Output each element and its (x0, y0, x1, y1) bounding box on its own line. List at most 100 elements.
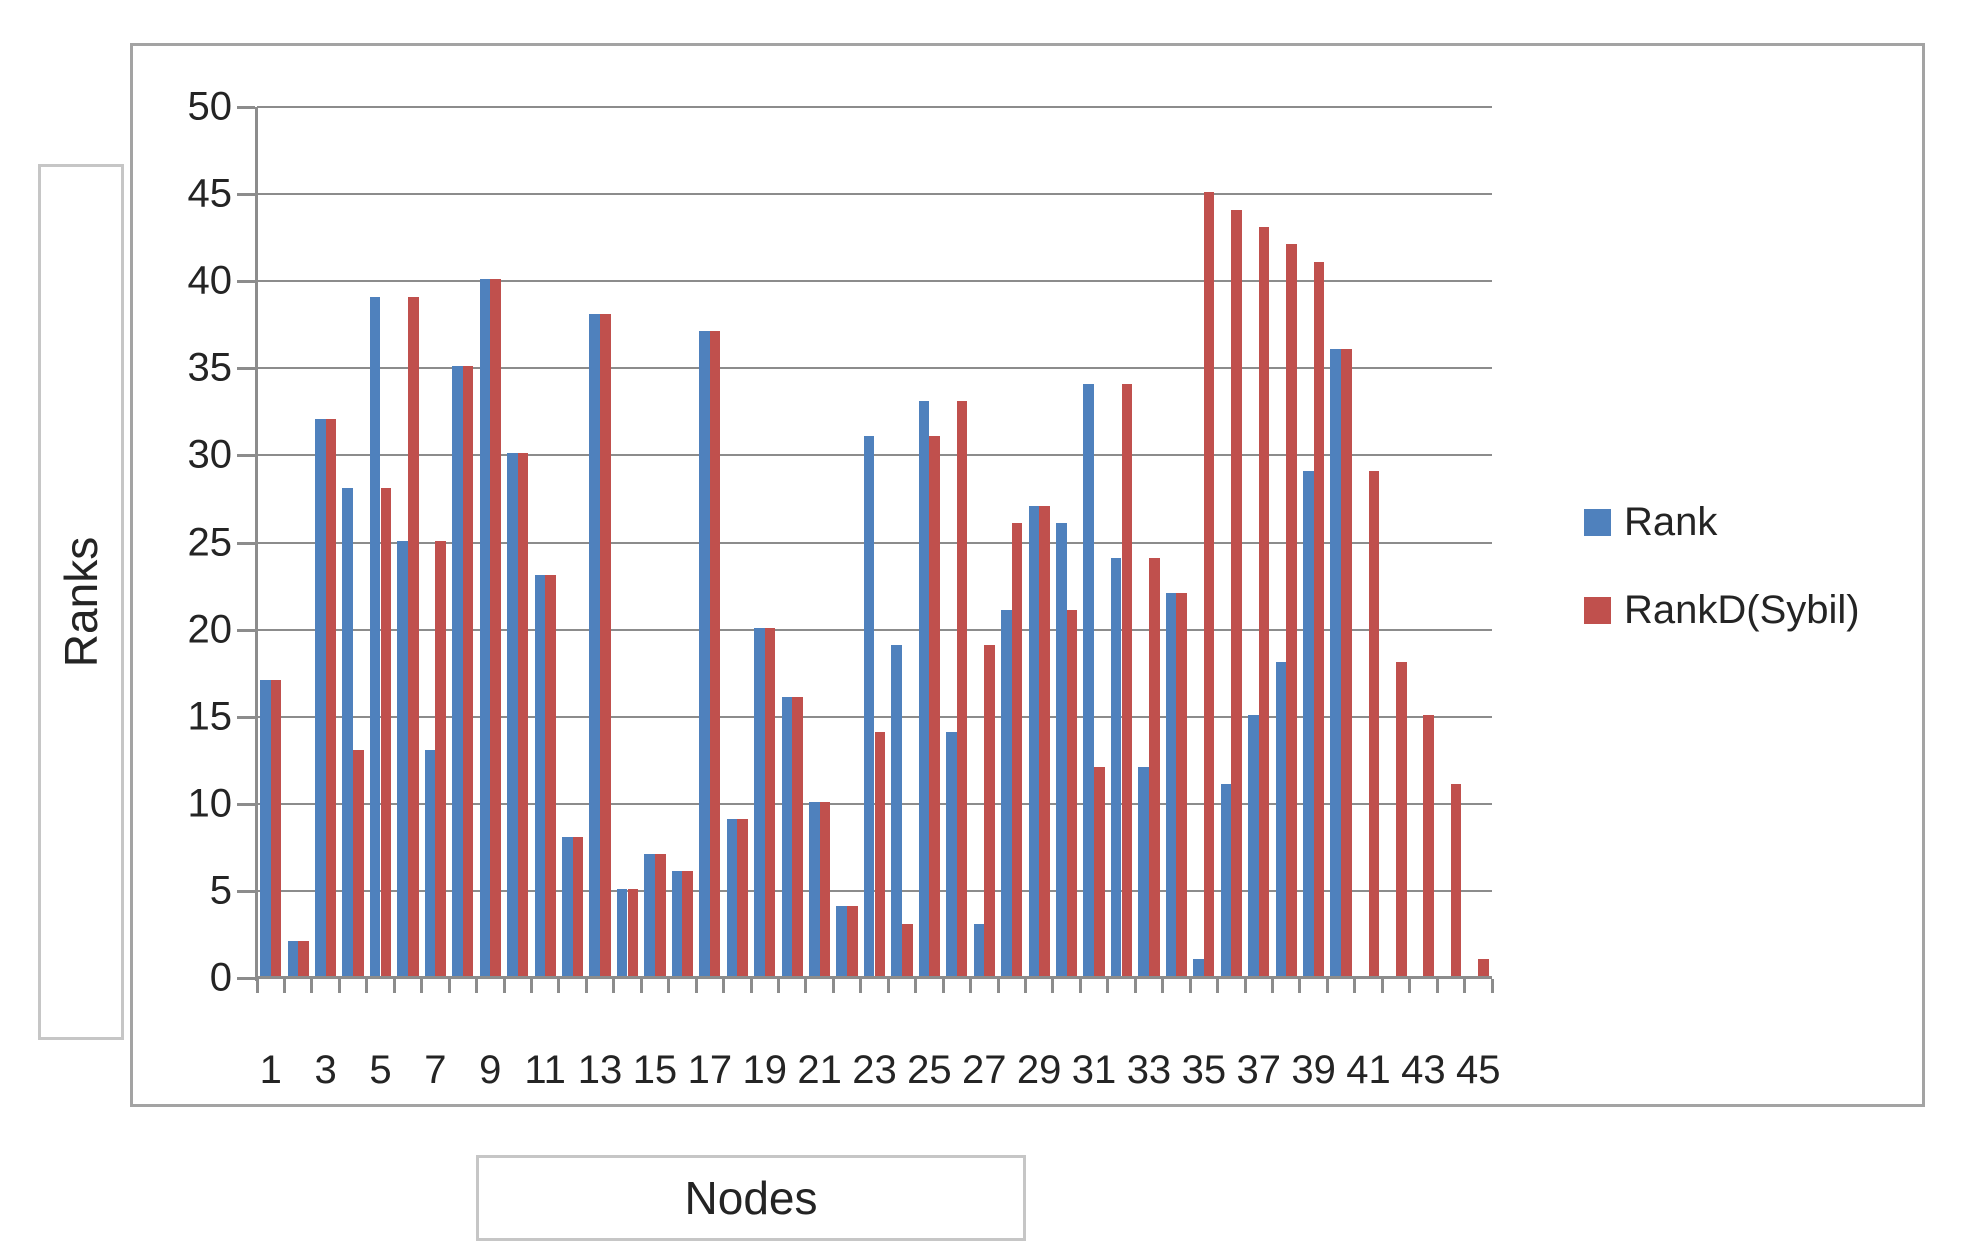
bar-rank-node-17 (699, 331, 710, 976)
bar-rankd-sybil--node-43 (1423, 714, 1434, 976)
bar-rankd-sybil--node-29 (1039, 505, 1050, 976)
x-tick-label-19: 19 (742, 1048, 787, 1092)
bar-rankd-sybil--node-30 (1066, 610, 1078, 976)
bar-rankd-sybil--node-26 (956, 401, 968, 976)
bar-rankd-sybil--node-25 (929, 435, 940, 976)
y-tick-35 (237, 367, 255, 371)
bar-rankd-sybil--node-12 (572, 836, 584, 976)
y-tick-label-50: 50 (187, 84, 233, 129)
x-tick-6 (420, 979, 424, 993)
x-tick-label-9: 9 (479, 1048, 502, 1092)
bar-rank-node-33 (1138, 766, 1149, 976)
bar-rank-node-1 (260, 679, 271, 976)
y-tick-label-5: 5 (209, 868, 232, 913)
x-tick-36 (1243, 979, 1247, 993)
x-tick-label-27: 27 (962, 1048, 1007, 1092)
x-tick-43 (1435, 979, 1439, 993)
y-tick-15 (237, 715, 255, 719)
y-tick-45 (237, 193, 255, 197)
bar-rank-node-29 (1028, 505, 1040, 976)
bar-rankd-sybil--node-9 (490, 279, 501, 976)
gridline-y-25 (257, 541, 1492, 544)
x-tick-28 (1023, 979, 1027, 993)
bar-rank-node-19 (754, 627, 765, 976)
bar-rankd-sybil--node-7 (435, 540, 446, 976)
y-tick-50 (237, 106, 255, 109)
y-axis-title-box: Ranks (38, 164, 124, 1040)
x-tick-label-5: 5 (369, 1048, 392, 1092)
x-tick-label-37: 37 (1236, 1048, 1281, 1092)
x-tick-label-21: 21 (797, 1048, 842, 1092)
bar-rankd-sybil--node-16 (682, 871, 693, 976)
x-tick-30 (1078, 979, 1082, 993)
bar-rankd-sybil--node-39 (1313, 261, 1325, 976)
bar-rank-node-8 (452, 366, 463, 976)
y-tick-label-10: 10 (187, 781, 233, 826)
x-tick-label-39: 39 (1291, 1048, 1336, 1092)
x-tick-label-25: 25 (907, 1048, 952, 1092)
bar-rankd-sybil--node-17 (709, 331, 721, 976)
bar-rank-node-16 (671, 871, 683, 976)
bar-rank-node-14 (616, 888, 628, 976)
x-tick-33 (1161, 979, 1165, 993)
bar-rank-node-25 (918, 401, 930, 976)
y-tick-25 (237, 541, 255, 545)
x-axis-title-box: Nodes (476, 1155, 1026, 1241)
bar-rank-node-2 (287, 941, 299, 976)
legend-swatch-icon (1584, 508, 1611, 536)
x-tick-2 (310, 979, 314, 993)
bar-rank-node-35 (1193, 958, 1204, 976)
bar-rankd-sybil--node-10 (517, 453, 529, 976)
bar-rankd-sybil--node-20 (792, 697, 803, 976)
x-tick-17 (722, 979, 726, 993)
bar-rankd-sybil--node-6 (407, 296, 419, 976)
bar-rankd-sybil--node-1 (270, 679, 282, 976)
x-tick-22 (859, 979, 863, 993)
y-tick-5 (237, 889, 255, 893)
x-tick-27 (996, 979, 1000, 993)
gridline-y-20 (257, 628, 1492, 631)
x-tick-4 (365, 979, 369, 993)
x-tick-9 (502, 979, 506, 993)
bar-rank-node-22 (836, 906, 848, 976)
bar-rank-node-3 (315, 418, 326, 976)
bar-rank-node-32 (1110, 557, 1122, 976)
y-tick-label-15: 15 (187, 694, 233, 739)
x-tick-12 (584, 979, 588, 993)
x-tick-label-11: 11 (524, 1048, 566, 1092)
bar-rank-node-38 (1275, 662, 1287, 976)
legend-item-rank: Rank (1584, 500, 1860, 544)
bar-rankd-sybil--node-2 (298, 941, 309, 976)
bar-rankd-sybil--node-38 (1286, 244, 1297, 976)
y-tick-30 (237, 454, 255, 458)
bar-rank-node-15 (644, 854, 655, 976)
bar-rankd-sybil--node-23 (874, 732, 886, 976)
x-tick-23 (886, 979, 890, 993)
bar-rankd-sybil--node-32 (1121, 383, 1133, 976)
y-tick-label-30: 30 (187, 432, 233, 477)
x-tick-25 (941, 979, 945, 993)
x-tick-0 (255, 979, 259, 993)
x-tick-39 (1325, 979, 1329, 993)
x-tick-41 (1380, 979, 1384, 993)
gridline-y-15 (257, 715, 1492, 718)
x-tick-1 (282, 979, 286, 993)
bar-rankd-sybil--node-13 (600, 314, 611, 976)
x-tick-18 (749, 979, 753, 993)
y-tick-label-0: 0 (209, 955, 232, 1000)
y-tick-label-45: 45 (187, 171, 233, 216)
y-axis-title: Ranks (55, 536, 108, 668)
bar-rankd-sybil--node-42 (1395, 662, 1407, 976)
x-tick-34 (1188, 979, 1192, 993)
bar-rank-node-7 (424, 749, 436, 976)
gridline-y-40 (257, 280, 1492, 283)
plot-area (237, 106, 1494, 993)
bar-rankd-sybil--node-33 (1148, 557, 1160, 976)
x-tick-44 (1463, 979, 1467, 993)
x-tick-5 (392, 979, 396, 993)
x-tick-label-33: 33 (1126, 1048, 1172, 1092)
bar-rank-node-4 (342, 488, 354, 976)
bar-rank-node-5 (369, 296, 381, 976)
bar-rankd-sybil--node-44 (1450, 784, 1462, 976)
x-tick-10 (529, 979, 533, 993)
